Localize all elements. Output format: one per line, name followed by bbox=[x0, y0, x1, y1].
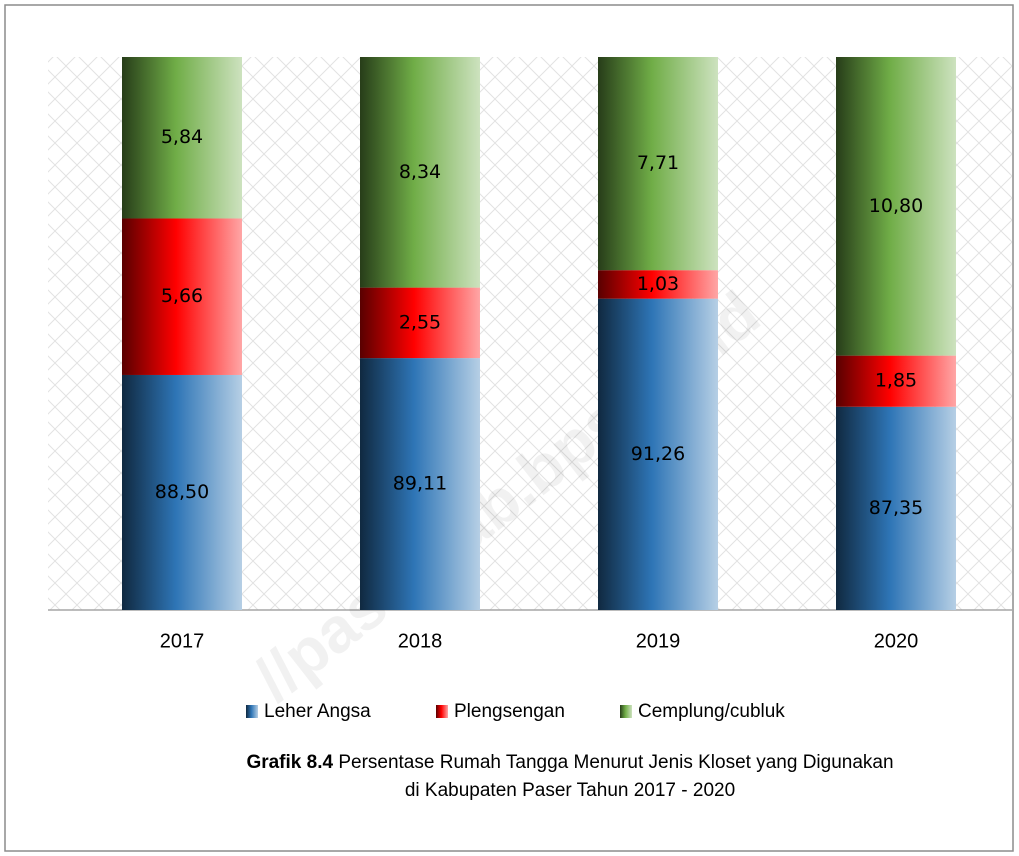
bar-segment bbox=[360, 57, 480, 288]
bar-segment bbox=[360, 358, 480, 610]
data-label: 8,34 bbox=[399, 161, 441, 183]
data-label: 91,26 bbox=[631, 443, 685, 465]
bar-segment bbox=[122, 218, 242, 375]
data-label: 89,11 bbox=[393, 473, 447, 495]
bar-segment bbox=[122, 374, 242, 610]
legend-label: Leher Angsa bbox=[264, 701, 371, 722]
legend-label: Plengsengan bbox=[454, 701, 565, 722]
bar-segment bbox=[836, 406, 956, 610]
data-label: 88,50 bbox=[155, 481, 209, 503]
caption: Grafik 8.4 Persentase Rumah Tangga Menur… bbox=[246, 752, 893, 773]
data-label: 1,85 bbox=[875, 370, 917, 392]
bar-segment bbox=[360, 287, 480, 359]
x-tick-label: 2019 bbox=[636, 630, 681, 652]
bar-segment bbox=[598, 270, 718, 299]
data-label: 10,80 bbox=[869, 195, 923, 217]
bar-segment bbox=[122, 57, 242, 219]
legend-swatch bbox=[620, 705, 632, 718]
caption-line: di Kabupaten Paser Tahun 2017 - 2020 bbox=[405, 780, 735, 801]
data-label: 87,35 bbox=[869, 497, 923, 519]
data-label: 2,55 bbox=[399, 311, 441, 333]
x-tick-label: 2018 bbox=[398, 630, 443, 652]
caption-prefix: Grafik 8.4 bbox=[246, 752, 333, 773]
data-label: 7,71 bbox=[637, 152, 679, 174]
bar-segment bbox=[836, 57, 956, 356]
legend-swatch bbox=[436, 705, 448, 718]
caption-line: Persentase Rumah Tangga Menurut Jenis Kl… bbox=[338, 752, 893, 773]
data-label: 5,66 bbox=[161, 285, 203, 307]
x-tick-label: 2020 bbox=[874, 630, 919, 652]
bar-segment bbox=[836, 355, 956, 407]
legend-swatch bbox=[246, 705, 258, 718]
data-label: 5,84 bbox=[161, 126, 203, 148]
data-label: 1,03 bbox=[637, 273, 679, 295]
bar-segment bbox=[598, 57, 718, 271]
legend-label: Cemplung/cubluk bbox=[638, 701, 785, 722]
x-tick-label: 2017 bbox=[160, 630, 205, 652]
bar-segment bbox=[598, 298, 718, 610]
